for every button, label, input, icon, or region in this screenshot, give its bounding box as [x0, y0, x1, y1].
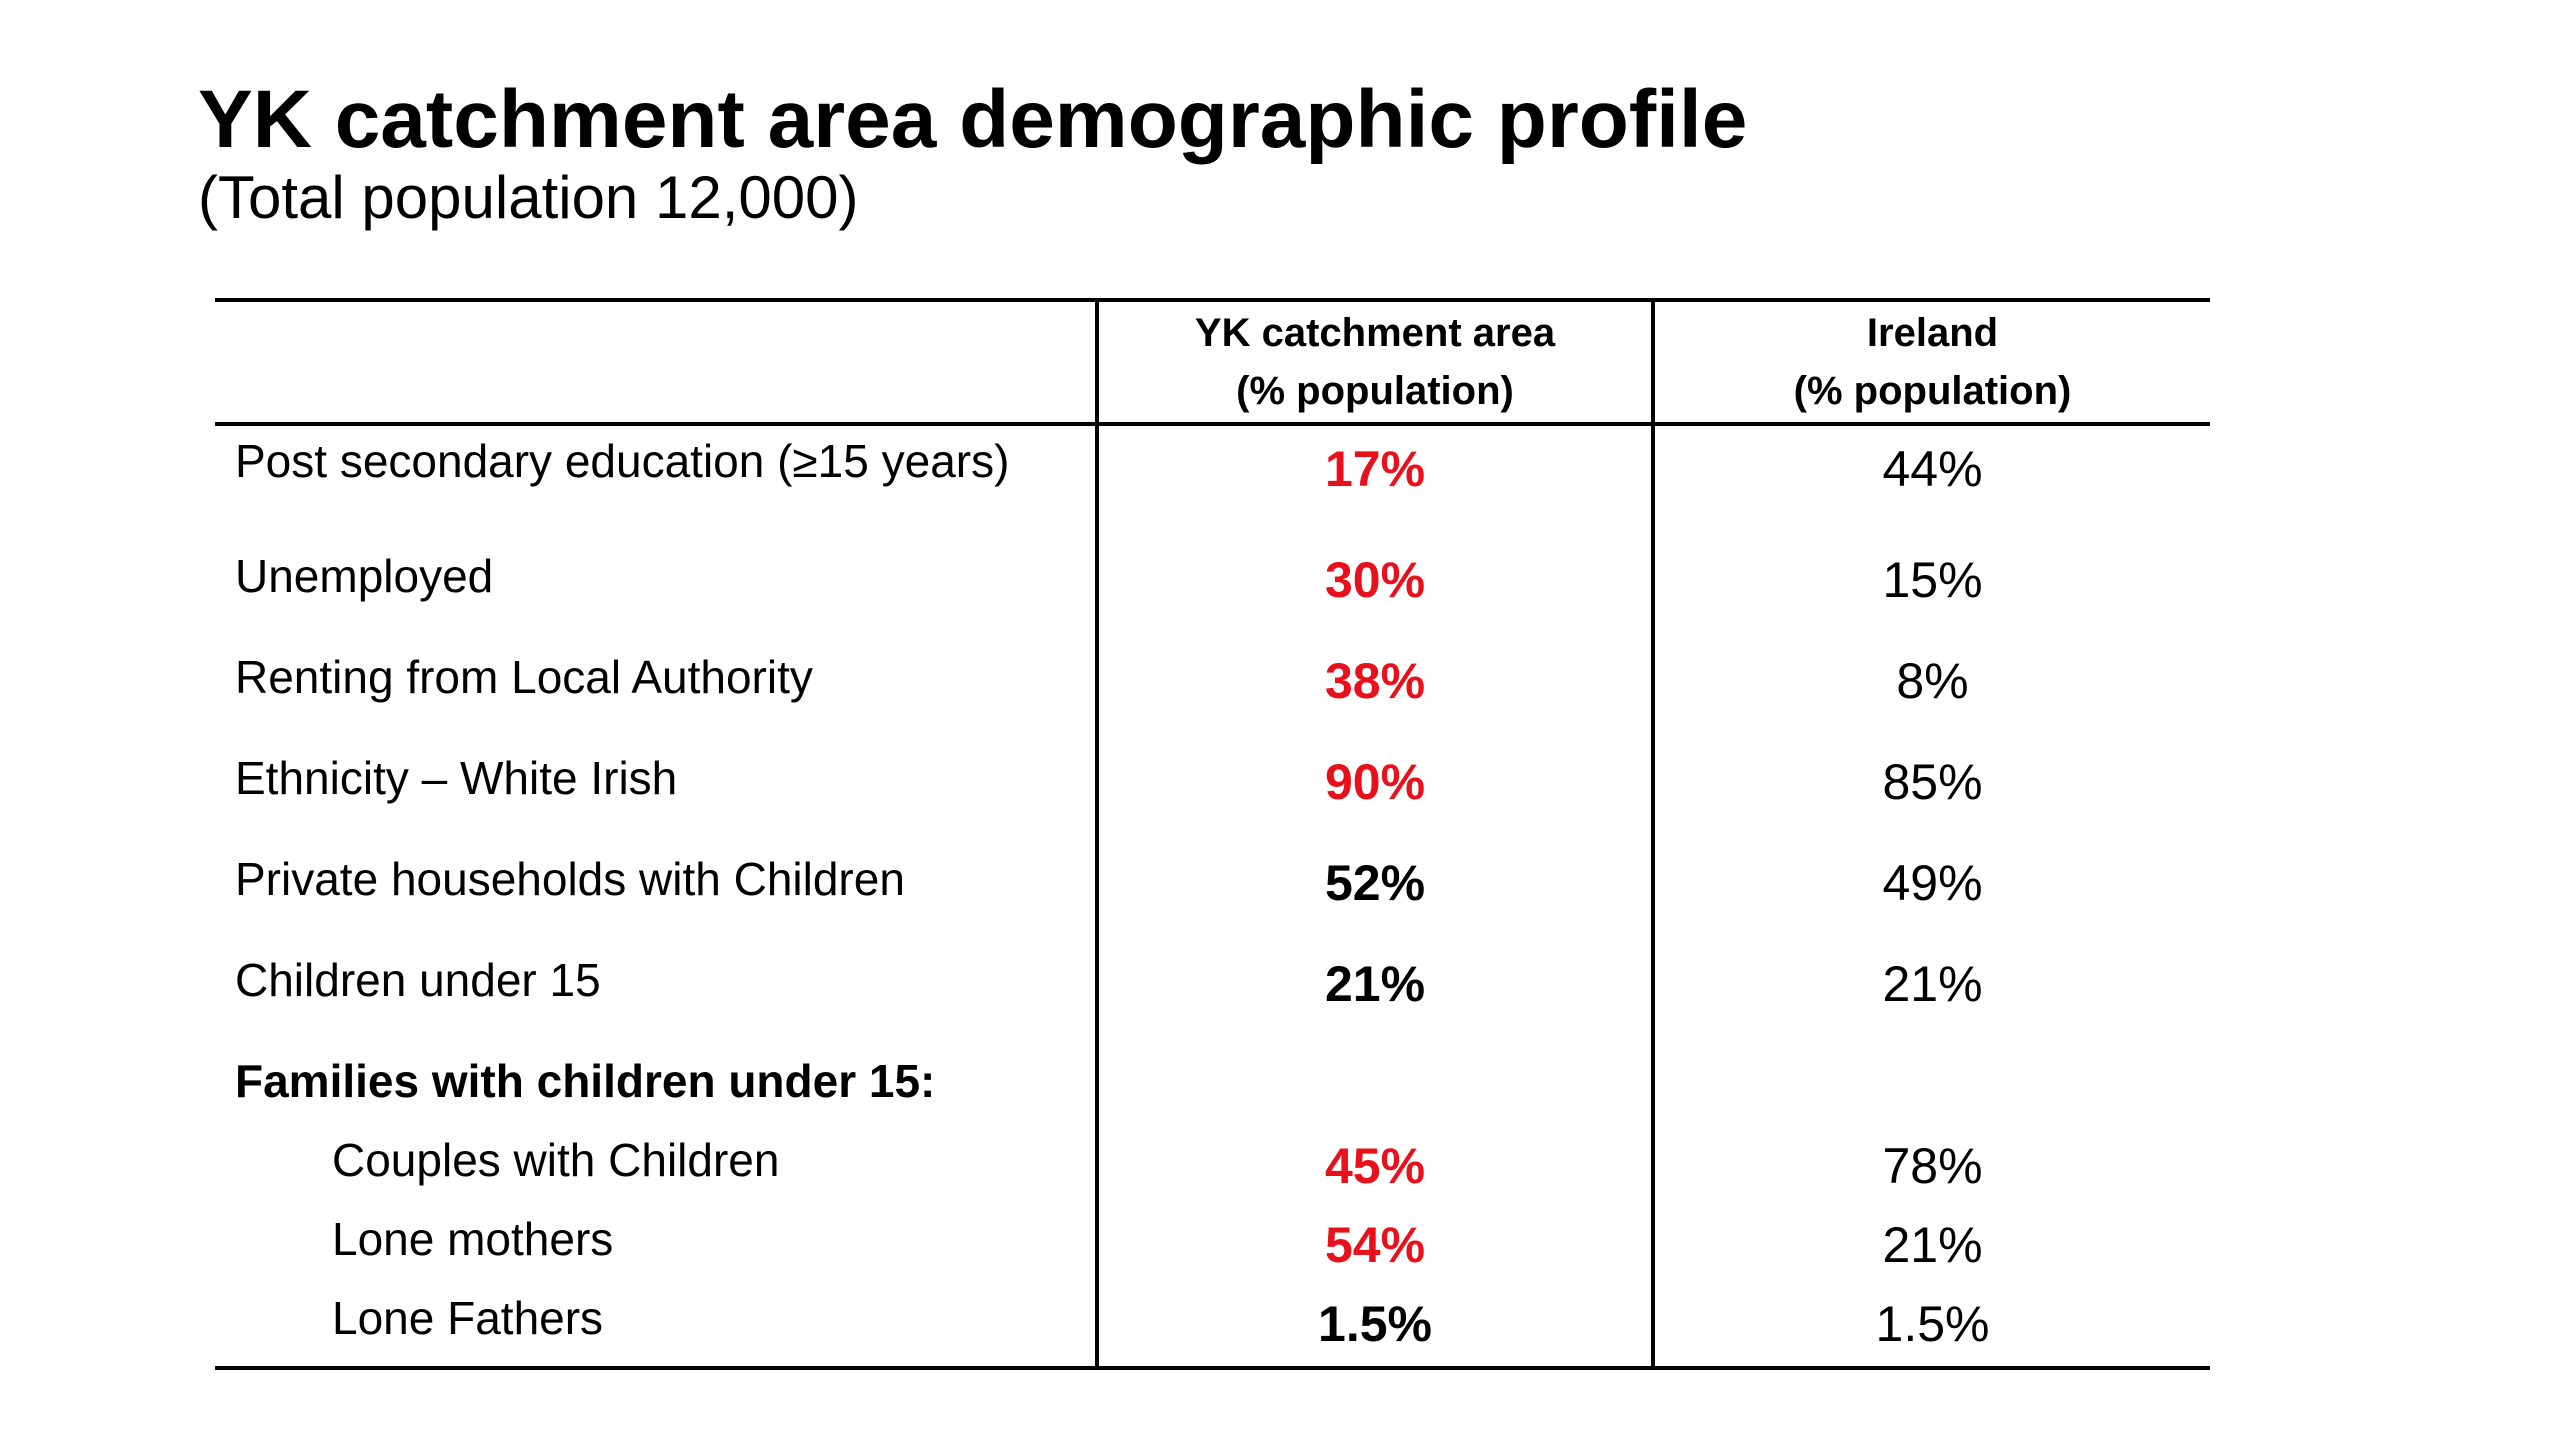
header-ireland-unit: (% population) [1793, 369, 2072, 413]
row-label: Unemployed [235, 550, 494, 602]
header-yk-column: YK catchment area (% population) [1095, 298, 1653, 426]
table-header-row: YK catchment area (% population) Ireland… [215, 298, 2210, 426]
ireland-value: 44% [1651, 424, 2210, 525]
yk-value: 90% [1095, 727, 1653, 828]
ireland-value: 1.5% [1651, 1289, 2210, 1370]
yk-value: 30% [1095, 525, 1653, 626]
header-yk-unit: (% population) [1236, 369, 1514, 413]
table-row: Renting from Local Authority 38% 8% [215, 626, 2210, 727]
ireland-value: 78% [1651, 1131, 2210, 1210]
table-row: Children under 15 21% 21% [215, 929, 2210, 1030]
page-title: YK catchment area demographic profile [198, 74, 1748, 165]
section-heading: Families with children under 15: [235, 1055, 936, 1107]
ireland-value: 21% [1651, 929, 2210, 1030]
table-row: Lone Fathers 1.5% 1.5% [215, 1289, 2210, 1370]
ireland-value [1651, 1030, 2210, 1131]
ireland-value: 49% [1651, 828, 2210, 929]
yk-value: 1.5% [1095, 1289, 1653, 1370]
table-row: Couples with Children 45% 78% [215, 1131, 2210, 1210]
yk-value: 38% [1095, 626, 1653, 727]
row-label: Renting from Local Authority [235, 651, 813, 703]
ireland-value: 85% [1651, 727, 2210, 828]
header-label-column [215, 298, 1097, 426]
yk-value: 54% [1095, 1210, 1653, 1289]
yk-value: 21% [1095, 929, 1653, 1030]
yk-value: 52% [1095, 828, 1653, 929]
table-row: Unemployed 30% 15% [215, 525, 2210, 626]
ireland-value: 21% [1651, 1210, 2210, 1289]
table-row: Private households with Children 52% 49% [215, 828, 2210, 929]
row-label: Post secondary education (≥15 years) [235, 435, 1010, 487]
header-ireland-title: Ireland [1866, 311, 1999, 355]
yk-value: 17% [1095, 424, 1653, 525]
ireland-value: 15% [1651, 525, 2210, 626]
table-row: Post secondary education (≥15 years) 17%… [215, 424, 2210, 525]
row-label: Children under 15 [235, 954, 601, 1006]
row-label: Couples with Children [332, 1134, 780, 1186]
yk-value: 45% [1095, 1131, 1653, 1210]
header-yk-title: YK catchment area [1194, 311, 1556, 355]
row-label: Private households with Children [235, 853, 905, 905]
demographic-table: YK catchment area (% population) Ireland… [215, 298, 2210, 1370]
table-row: Ethnicity – White Irish 90% 85% [215, 727, 2210, 828]
row-label: Lone Fathers [215, 1289, 1097, 1370]
demographic-table-container: YK catchment area (% population) Ireland… [215, 298, 2210, 1370]
row-label: Lone mothers [332, 1213, 614, 1265]
yk-value [1095, 1030, 1653, 1131]
header-ireland-column: Ireland (% population) [1651, 298, 2210, 426]
row-label: Ethnicity – White Irish [235, 752, 678, 804]
ireland-value: 8% [1651, 626, 2210, 727]
page-subtitle: (Total population 12,000) [198, 164, 859, 231]
table-row: Lone mothers 54% 21% [215, 1210, 2210, 1289]
table-section-row: Families with children under 15: [215, 1030, 2210, 1131]
